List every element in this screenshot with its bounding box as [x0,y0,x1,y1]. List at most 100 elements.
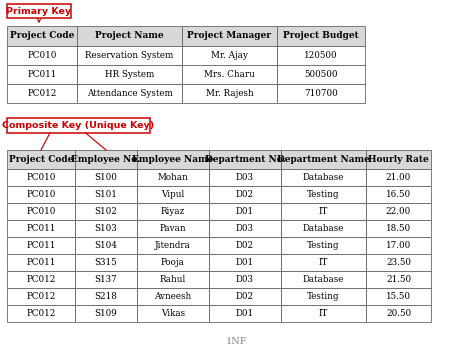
Bar [281,305,366,322]
Bar [137,203,209,220]
Bar [7,220,75,237]
Text: 15.50: 15.50 [386,292,411,301]
Text: PC010: PC010 [27,173,55,182]
Text: Rahul: Rahul [160,275,186,284]
Bar [75,186,137,203]
Text: Riyaz: Riyaz [161,207,185,216]
Bar [7,169,75,186]
Bar [366,220,431,237]
Bar [209,203,281,220]
Bar [182,84,277,103]
Bar [209,271,281,288]
Bar [77,84,182,103]
Text: S100: S100 [94,173,118,182]
Text: Pooja: Pooja [161,258,185,267]
Text: Department No.: Department No. [205,155,285,164]
Text: PC011: PC011 [27,224,55,233]
Bar [75,220,137,237]
Bar [366,203,431,220]
Text: S103: S103 [95,224,118,233]
Text: PC012: PC012 [27,292,55,301]
Text: 500500: 500500 [304,70,338,79]
Text: Project Code: Project Code [9,155,73,164]
Text: Project Budget: Project Budget [283,31,359,40]
Text: PC011: PC011 [27,258,55,267]
Bar [281,150,366,169]
Bar [366,186,431,203]
Text: Primary Key: Primary Key [7,7,72,15]
Text: IT: IT [319,309,328,318]
Text: Avneesh: Avneesh [155,292,191,301]
Text: 1NF: 1NF [226,337,248,347]
Text: Attendance System: Attendance System [87,89,173,98]
Bar [277,46,365,65]
Text: S104: S104 [94,241,118,250]
Text: Hourly Rate: Hourly Rate [368,155,429,164]
Text: Pavan: Pavan [160,224,186,233]
Bar [137,150,209,169]
Bar [75,288,137,305]
Text: Employee No.: Employee No. [71,155,141,164]
Text: D03: D03 [236,224,254,233]
Text: 20.50: 20.50 [386,309,411,318]
Text: Testing: Testing [307,190,340,199]
Text: PC012: PC012 [27,275,55,284]
Text: HR System: HR System [105,70,154,79]
Text: Mr. Ajay: Mr. Ajay [211,51,248,60]
Text: D03: D03 [236,173,254,182]
Bar [182,26,277,46]
Bar [7,237,75,254]
Bar [277,65,365,84]
Bar [209,237,281,254]
Bar [7,305,75,322]
Bar [209,288,281,305]
Text: PC011: PC011 [27,70,57,79]
Text: Testing: Testing [307,241,340,250]
Text: D02: D02 [236,292,254,301]
Text: 17.00: 17.00 [386,241,411,250]
Text: 23.50: 23.50 [386,258,411,267]
Text: D01: D01 [236,207,254,216]
Bar [75,169,137,186]
Text: Project Code: Project Code [10,31,74,40]
Text: Reservation System: Reservation System [85,51,173,60]
Text: Database: Database [303,275,344,284]
Bar [209,305,281,322]
Bar [281,203,366,220]
Text: D02: D02 [236,241,254,250]
Bar [77,26,182,46]
Bar [209,186,281,203]
Text: PC010: PC010 [27,190,55,199]
Text: Mrs. Charu: Mrs. Charu [204,70,255,79]
Text: Testing: Testing [307,292,340,301]
Bar [137,254,209,271]
Text: Employee Name: Employee Name [132,155,214,164]
Bar [7,203,75,220]
Bar [75,150,137,169]
Bar [77,46,182,65]
Bar [137,186,209,203]
Text: 21.50: 21.50 [386,275,411,284]
Text: S102: S102 [94,207,118,216]
Text: Vipul: Vipul [161,190,185,199]
Text: 120500: 120500 [304,51,338,60]
Bar [77,65,182,84]
Text: D02: D02 [236,190,254,199]
Text: S101: S101 [94,190,118,199]
Bar [366,288,431,305]
Text: Jitendra: Jitendra [155,241,191,250]
Bar [7,150,75,169]
Text: 16.50: 16.50 [386,190,411,199]
Text: D01: D01 [236,309,254,318]
Bar [281,220,366,237]
Bar [137,169,209,186]
Text: S109: S109 [95,309,118,318]
Bar [137,305,209,322]
Text: S315: S315 [95,258,117,267]
Bar [7,46,77,65]
Text: Composite Key (Unique Key): Composite Key (Unique Key) [2,121,155,130]
Bar [366,169,431,186]
Bar [366,150,431,169]
Bar [281,186,366,203]
Text: Project Name: Project Name [95,31,164,40]
